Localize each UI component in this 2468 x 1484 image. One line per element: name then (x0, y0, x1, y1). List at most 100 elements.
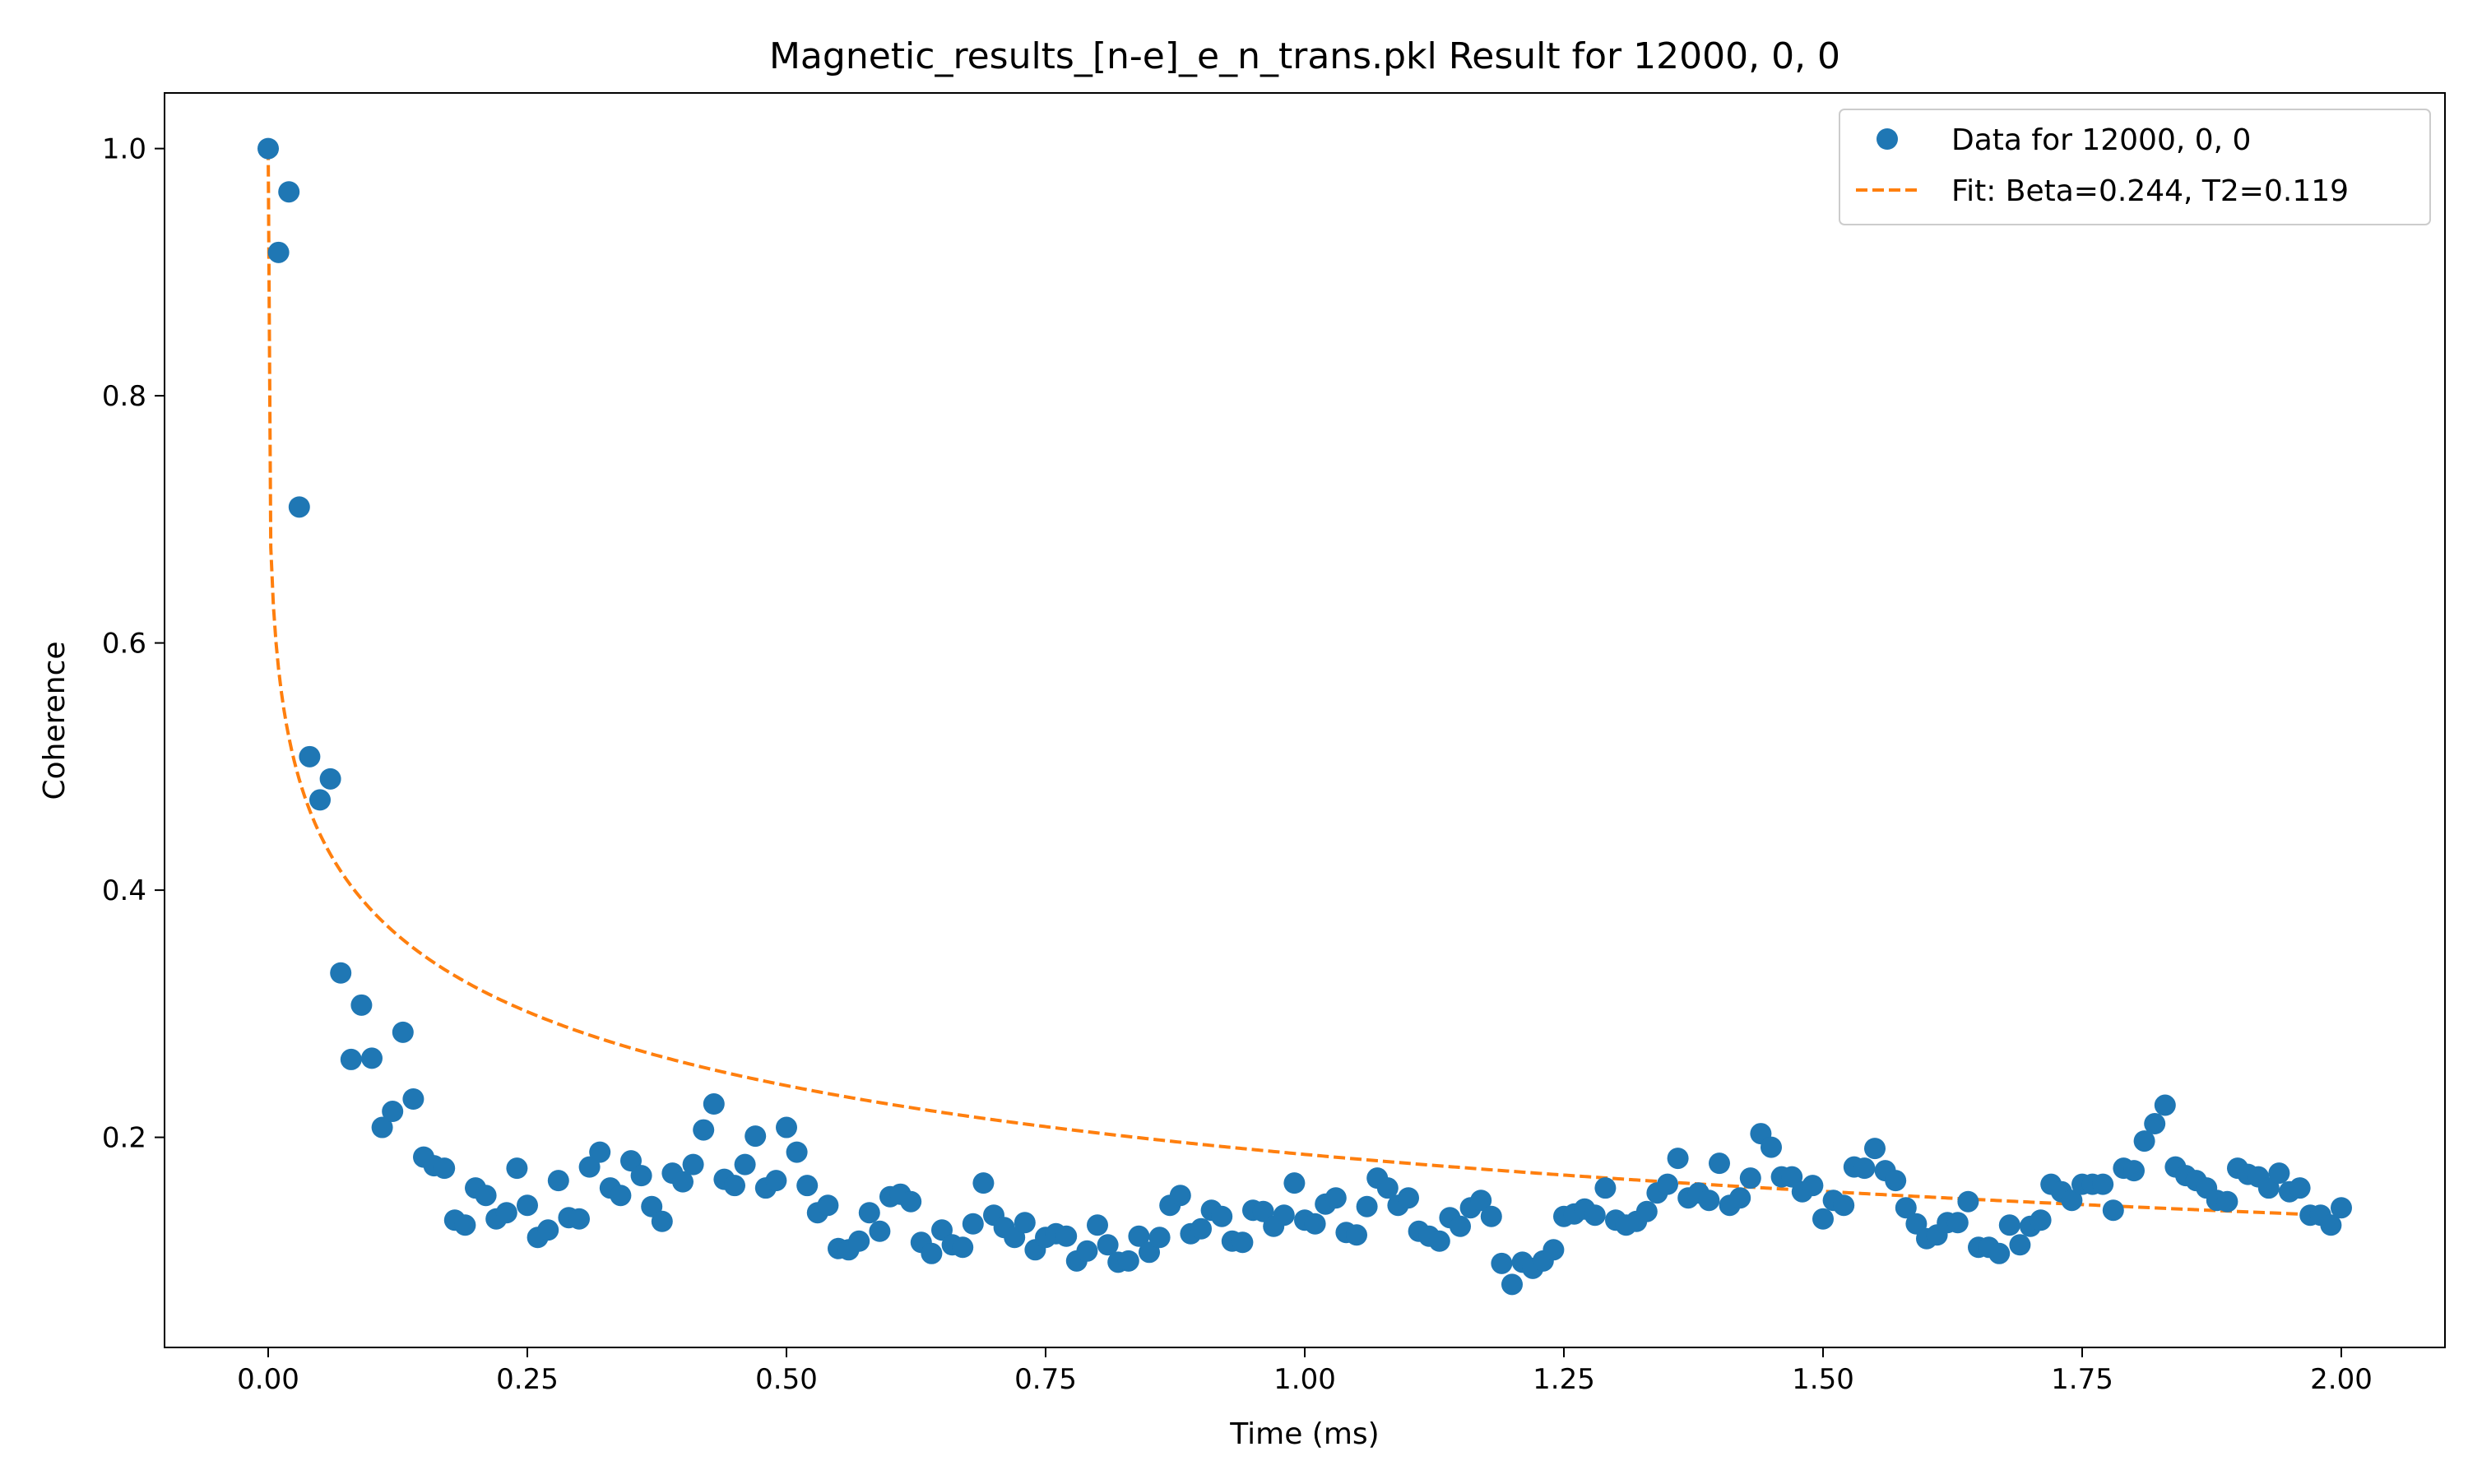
data-point (361, 1047, 383, 1069)
data-point (1905, 1213, 1928, 1235)
data-point (1895, 1197, 1917, 1219)
data-point (1139, 1241, 1160, 1264)
x-tick-label: 1.75 (2051, 1363, 2113, 1396)
data-point (1812, 1208, 1834, 1230)
data-point (786, 1141, 808, 1163)
data-point (1398, 1187, 1419, 1209)
data-point (610, 1185, 632, 1207)
data-point (1076, 1240, 1098, 1262)
data-point (2144, 1113, 2166, 1135)
data-point (402, 1088, 424, 1110)
data-point (2102, 1199, 2124, 1222)
legend-box (1839, 109, 2431, 225)
data-point (1885, 1170, 1907, 1192)
data-point (1087, 1214, 1108, 1236)
data-point (2320, 1214, 2342, 1236)
data-point (350, 994, 373, 1016)
data-point (1739, 1167, 1761, 1190)
data-point (2268, 1162, 2290, 1185)
data-point (1542, 1239, 1565, 1261)
data-point (1761, 1136, 1782, 1158)
data-point (2092, 1173, 2114, 1195)
data-point (2123, 1160, 2145, 1182)
data-point (2257, 1177, 2280, 1199)
y-tick-label: 0.6 (102, 628, 146, 661)
data-point (2009, 1234, 2031, 1256)
data-point (547, 1170, 569, 1192)
data-point (371, 1116, 393, 1139)
data-point (1667, 1148, 1689, 1170)
data-point (1117, 1250, 1139, 1272)
data-point (1324, 1187, 1347, 1209)
data-point (1356, 1195, 1378, 1217)
data-point (495, 1202, 517, 1224)
data-point (1055, 1225, 1078, 1247)
y-tick-label: 0.4 (102, 874, 146, 907)
data-point (506, 1157, 528, 1180)
data-point (1709, 1152, 1730, 1175)
data-point (724, 1175, 745, 1197)
legend-label-data: Data for 12000, 0, 0 (1951, 123, 2251, 157)
x-tick-label: 1.25 (1533, 1363, 1595, 1396)
data-point (568, 1208, 590, 1230)
data-point (1998, 1214, 2020, 1236)
x-tick-label: 1.00 (1273, 1363, 1336, 1396)
y-tick-label: 1.0 (102, 133, 146, 166)
data-point (1729, 1187, 1751, 1209)
data-point (1864, 1138, 1886, 1160)
data-point (278, 181, 300, 203)
x-tick-label: 0.75 (1014, 1363, 1077, 1396)
data-point (900, 1190, 922, 1213)
data-point (620, 1150, 642, 1172)
data-point (392, 1021, 414, 1043)
data-point (1480, 1205, 1502, 1227)
data-point (1273, 1204, 1295, 1227)
data-point (641, 1195, 663, 1217)
data-point (972, 1172, 995, 1194)
data-point (330, 962, 352, 984)
data-point (1635, 1200, 1658, 1222)
data-point (1833, 1194, 1855, 1217)
data-point (1501, 1273, 1523, 1296)
data-point (1304, 1213, 1326, 1235)
data-point (1853, 1157, 1876, 1180)
data-point (589, 1141, 611, 1163)
data-point (1376, 1177, 1399, 1199)
data-point (2216, 1190, 2238, 1213)
data-point (1148, 1227, 1171, 1249)
data-point (682, 1153, 704, 1176)
data-point (475, 1185, 497, 1207)
y-tick-label: 0.8 (102, 380, 146, 413)
data-point (257, 137, 279, 160)
x-tick-label: 0.00 (237, 1363, 299, 1396)
data-point (931, 1219, 953, 1241)
data-point (2133, 1130, 2155, 1152)
legend: Data for 12000, 0, 0 Fit: Beta=0.244, T2… (1839, 109, 2431, 225)
x-tick-label: 1.50 (1792, 1363, 1854, 1396)
legend-label-fit: Fit: Beta=0.244, T2=0.119 (1951, 174, 2349, 208)
data-point (858, 1202, 880, 1224)
data-point (1657, 1173, 1678, 1195)
data-point (2061, 1190, 2083, 1212)
data-point (309, 789, 331, 811)
data-point (1802, 1175, 1824, 1197)
data-point (1169, 1185, 1191, 1207)
data-point (1946, 1212, 1969, 1234)
y-axis-label: Coherence (38, 641, 72, 800)
data-point (1470, 1190, 1492, 1212)
data-point (952, 1236, 974, 1259)
data-point (1584, 1204, 1606, 1227)
data-point (703, 1093, 725, 1115)
data-point (1211, 1205, 1233, 1227)
data-point (1097, 1234, 1119, 1256)
x-axis-label: Time (ms) (1229, 1417, 1379, 1451)
data-point (776, 1116, 797, 1139)
data-point (1014, 1212, 1036, 1234)
x-tick-label: 0.50 (755, 1363, 818, 1396)
data-point (1988, 1242, 2011, 1264)
data-point (745, 1125, 767, 1148)
data-point (848, 1230, 870, 1252)
data-point (1428, 1230, 1450, 1252)
